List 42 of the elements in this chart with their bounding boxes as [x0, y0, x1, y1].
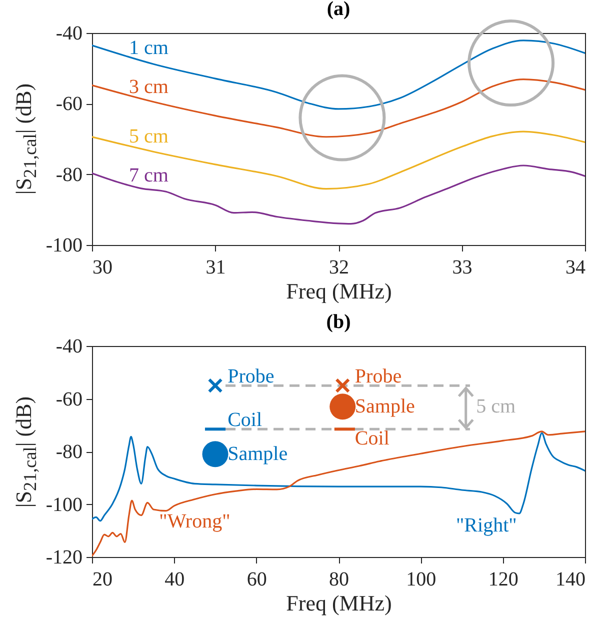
- x-tick-label: 34: [566, 256, 586, 278]
- line-series: [92, 430, 585, 557]
- y-tick-label: -40: [56, 336, 82, 358]
- annotation: Sample: [228, 443, 288, 466]
- x-tick-label: 31: [206, 256, 226, 278]
- y-tick-label: -120: [46, 546, 82, 568]
- y-tick-label: -40: [56, 22, 82, 44]
- x-tick-label: 140: [556, 568, 586, 590]
- x-tick-label: 32: [329, 256, 349, 278]
- series-label: 5 cm: [128, 126, 169, 148]
- series-label: 1 cm: [128, 36, 169, 59]
- x-tick-label: 30: [92, 256, 112, 278]
- annotation: Probe: [354, 365, 402, 388]
- x-tick-label: 120: [488, 568, 518, 590]
- x-tick-label: 40: [164, 568, 185, 590]
- annotation: Coil: [228, 408, 262, 431]
- chart-title: (b): [326, 311, 351, 333]
- y-tick-label: -100: [46, 234, 82, 256]
- chart-title: (a): [326, 0, 350, 20]
- line-series: [92, 40, 585, 110]
- x-tick-label: 80: [329, 568, 349, 590]
- y-tick-label: -80: [56, 441, 82, 463]
- x-tick-label: 20: [92, 568, 112, 590]
- series-label: 3 cm: [128, 76, 169, 98]
- annotation: 5 cm: [476, 396, 516, 418]
- y-tick-label: -60: [56, 388, 82, 410]
- line-series: [92, 130, 585, 190]
- series-label: 7 cm: [128, 164, 169, 186]
- annotation: Coil: [354, 427, 390, 450]
- y-tick-label: -80: [56, 164, 82, 186]
- y-tick-label: -100: [46, 494, 82, 516]
- x-axis-title: Freq (MHz): [286, 590, 392, 616]
- line-series: [92, 164, 585, 225]
- series-label: "Wrong": [159, 510, 230, 532]
- series-label: "Right": [456, 514, 517, 536]
- x-tick-label: 33: [452, 256, 472, 278]
- annotation: Probe: [228, 365, 274, 388]
- annotation: Sample: [354, 396, 416, 418]
- x-axis-title: Freq (MHz): [286, 278, 392, 304]
- x-tick-label: 60: [246, 568, 267, 590]
- y-tick-label: -60: [56, 93, 82, 116]
- x-tick-label: 100: [406, 568, 436, 590]
